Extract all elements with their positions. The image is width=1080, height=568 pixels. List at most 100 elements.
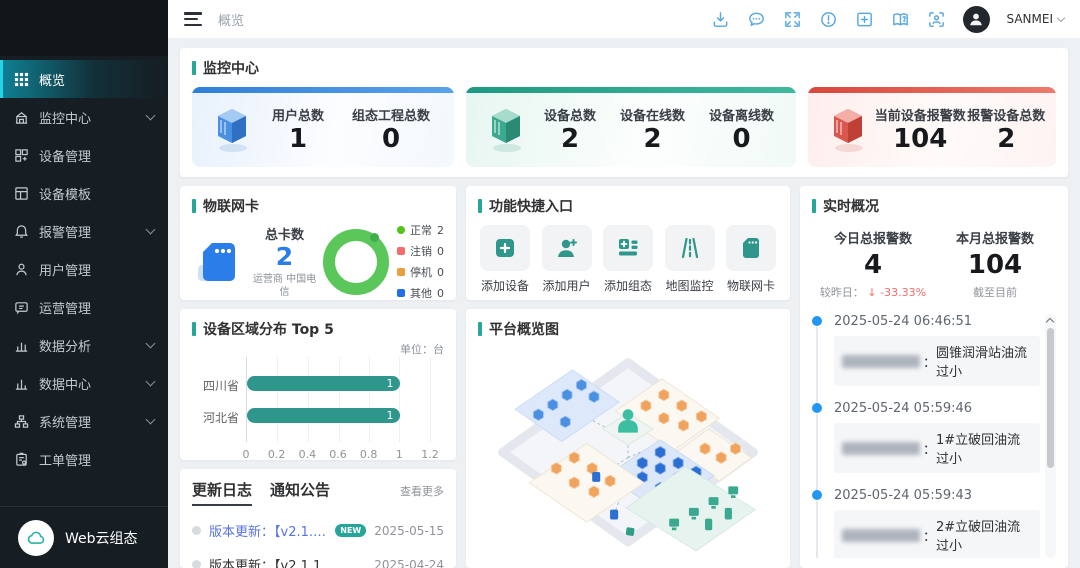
sidebar-item-work-order[interactable]: 工单管理 bbox=[0, 440, 168, 478]
legend-value: 0 bbox=[437, 265, 444, 279]
stat-label: 组态工程总数 bbox=[351, 108, 430, 124]
screen-add-icon[interactable] bbox=[855, 10, 874, 29]
title-accent-bar bbox=[192, 199, 196, 213]
alarm-time: 2025-05-24 05:59:43 bbox=[834, 488, 973, 503]
username-menu[interactable]: SANMEI bbox=[1007, 12, 1066, 26]
quick-iot-card[interactable]: 物联网卡 bbox=[726, 225, 776, 294]
building-icon bbox=[15, 111, 28, 124]
dashboard-content: 监控中心 用户总数 bbox=[168, 38, 1080, 568]
scrollbar-thumb[interactable] bbox=[1047, 328, 1054, 468]
sidebar-item-user-management[interactable]: 用户管理 bbox=[0, 250, 168, 288]
user-avatar[interactable] bbox=[962, 5, 990, 33]
news-tabs: 更新日志 通知公告 查看更多 bbox=[192, 479, 444, 506]
legend-label: 其他 bbox=[410, 287, 432, 300]
iot-total-label: 总卡数 bbox=[264, 227, 304, 243]
timeline-dot-icon bbox=[812, 403, 822, 413]
message-icon[interactable] bbox=[747, 10, 766, 29]
stat-label: 用户总数 bbox=[271, 108, 324, 124]
sidebar-item-monitoring-center[interactable]: 监控中心 bbox=[0, 98, 168, 136]
alarm-entry: 2025-05-24 05:59:46 ： 1#立破回油流过小 bbox=[812, 401, 1040, 491]
region-chart-panel: 设备区域分布 Top 5 单位：台 四川省 1 bbox=[180, 309, 456, 460]
news-panel: 更新日志 通知公告 查看更多 版本更新：【v2.1.2】新增... NEW 20… bbox=[180, 469, 456, 568]
collapse-menu-icon[interactable] bbox=[184, 12, 202, 26]
donut-ring bbox=[323, 228, 389, 295]
tab-update-log[interactable]: 更新日志 bbox=[192, 479, 253, 506]
sidebar-footer-label: Web云组态 bbox=[65, 530, 138, 547]
new-badge: NEW bbox=[335, 524, 367, 537]
legend-value: 0 bbox=[437, 286, 444, 300]
section-title-text: 设备区域分布 Top 5 bbox=[203, 322, 334, 338]
legend-label: 正常 bbox=[410, 224, 432, 237]
stat-users-total: 用户总数 1 bbox=[272, 105, 324, 154]
chevron-down-icon bbox=[145, 414, 156, 425]
tab-notices[interactable]: 通知公告 bbox=[270, 481, 331, 499]
sitemap-icon bbox=[14, 414, 29, 428]
stat-projects-total: 组态工程总数 0 bbox=[352, 105, 430, 154]
section-title-quick: 功能快捷入口 bbox=[478, 196, 778, 216]
legend-marker bbox=[397, 289, 405, 297]
sidebar-item-label: 数据中心 bbox=[39, 377, 92, 393]
sidebar-item-alarm-management[interactable]: 报警管理 bbox=[0, 212, 168, 250]
sidebar-item-label: 报警管理 bbox=[39, 225, 92, 241]
stat-group: 当前设备报警数 104 报警设备总数 2 bbox=[874, 105, 1046, 154]
bar-chart-icon bbox=[15, 342, 28, 352]
alarm-entry: 2025-05-24 05:59:43 ： 2#立破回油流过小 bbox=[812, 488, 1040, 558]
alarm-message: ： 1#立破回油流过小 bbox=[834, 423, 1040, 473]
iot-operator: 运营商 中国电信 bbox=[252, 274, 317, 299]
chart-unit-label: 单位：台 bbox=[400, 343, 444, 356]
legend-marker bbox=[397, 226, 405, 234]
scroll-up-icon[interactable] bbox=[1046, 316, 1054, 324]
timeline-scrollbar[interactable] bbox=[1045, 314, 1056, 558]
quick-add-device[interactable]: 添加设备 bbox=[480, 225, 530, 294]
fullscreen-icon[interactable] bbox=[783, 10, 802, 29]
grid-icon bbox=[14, 72, 29, 86]
view-more-link[interactable]: 查看更多 bbox=[400, 485, 444, 498]
sidebar-item-data-center[interactable]: 数据中心 bbox=[0, 364, 168, 402]
title-accent-bar bbox=[812, 199, 816, 213]
help-book-icon[interactable] bbox=[891, 10, 910, 29]
quick-entry-label: 添加设备 bbox=[480, 279, 529, 293]
sidebar-item-operation-management[interactable]: 运营管理 bbox=[0, 288, 168, 326]
stat-value: 2 bbox=[560, 123, 580, 154]
title-accent-bar bbox=[478, 322, 482, 336]
section-title-text: 平台概览图 bbox=[489, 322, 559, 338]
bullet-icon bbox=[192, 560, 201, 568]
quick-add-user[interactable]: 添加用户 bbox=[541, 225, 592, 294]
breadcrumb: 概览 bbox=[218, 13, 245, 29]
sidebar-footer-logo[interactable]: Web云组态 bbox=[0, 506, 168, 568]
section-title-realtime: 实时概况 bbox=[812, 196, 1056, 216]
sidebar-item-device-management[interactable]: 设备管理 bbox=[0, 136, 168, 174]
download-icon[interactable] bbox=[711, 10, 730, 29]
chevron-down-icon bbox=[145, 338, 156, 349]
realtime-stats: 今日总报警数 4 较昨日： ↓ -33.33% 本月总报警数 104 bbox=[812, 228, 1056, 300]
legend-item-cancelled: 注销 0 bbox=[397, 243, 444, 259]
stat-card-alarms: 当前设备报警数 104 报警设备总数 2 bbox=[808, 87, 1056, 167]
sidebar-item-device-template[interactable]: 设备模板 bbox=[0, 174, 168, 212]
sidebar-item-data-analysis[interactable]: 数据分析 bbox=[0, 326, 168, 364]
section-title-text: 实时概况 bbox=[823, 199, 879, 215]
gridline bbox=[430, 357, 431, 442]
timeline-dot-icon bbox=[812, 316, 822, 326]
main-area: 概览 bbox=[168, 0, 1080, 568]
quick-entry-label: 添加用户 bbox=[542, 279, 591, 293]
sidebar-item-label: 监控中心 bbox=[39, 111, 92, 127]
column-left: 物联网卡 总卡数 2 运营商 中国电信 bbox=[180, 186, 456, 568]
quick-add-config[interactable]: 添加组态 bbox=[603, 225, 653, 294]
alarm-time: 2025-05-24 05:59:46 bbox=[834, 401, 973, 416]
donut-legend: 正常 2 注销 0 bbox=[397, 222, 444, 300]
quick-map-monitor[interactable]: 地图监控 bbox=[664, 225, 715, 294]
stat-alarm-devices: 报警设备总数 2 bbox=[967, 105, 1045, 154]
alert-circle-icon[interactable] bbox=[819, 10, 838, 29]
device-add-icon bbox=[480, 225, 530, 271]
sidebar-item-overview[interactable]: 概览 bbox=[0, 60, 168, 98]
scan-icon[interactable] bbox=[927, 10, 946, 29]
news-item[interactable]: 版本更新：【v2.1.1】新增... 2025-04-24 bbox=[192, 555, 444, 568]
template-icon bbox=[15, 186, 28, 200]
stat-value: 0 bbox=[381, 123, 401, 154]
news-item[interactable]: 版本更新：【v2.1.2】新增... NEW 2025-05-15 bbox=[192, 521, 444, 540]
news-item-date: 2025-04-24 bbox=[374, 557, 444, 568]
section-title-text: 功能快捷入口 bbox=[489, 199, 573, 215]
stat-current-alarms: 当前设备报警数 104 bbox=[875, 105, 966, 154]
sidebar-item-system-management[interactable]: 系统管理 bbox=[0, 402, 168, 440]
